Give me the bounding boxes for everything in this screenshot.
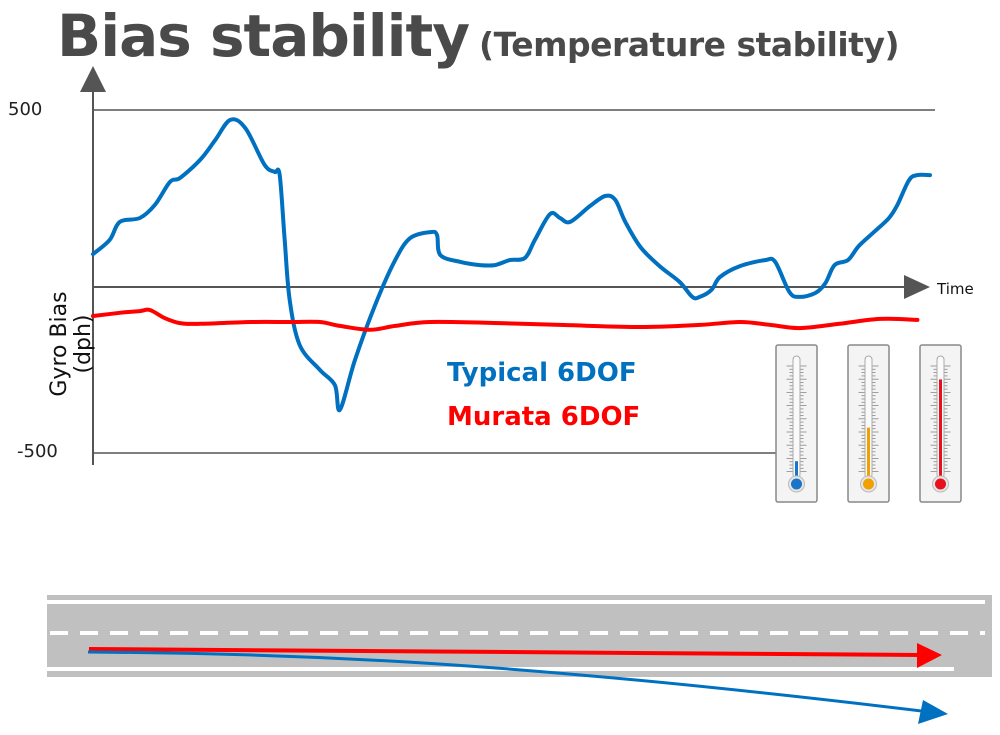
chart-axes — [80, 66, 935, 465]
road-illustration — [47, 595, 992, 724]
thermometer-group — [775, 344, 962, 503]
ytick-500: 500 — [8, 99, 43, 120]
y-axis-label: Gyro Bias (dph) — [47, 244, 96, 444]
legend-typical-6dof: Typical 6DOF — [447, 358, 637, 388]
thermometer-bulb — [863, 478, 874, 490]
typical-path-line — [87, 650, 931, 714]
y-axis-label-line1: Gyro Bias — [47, 291, 72, 397]
thermometer-warm-icon — [847, 344, 890, 503]
series-line-typical-6dof — [91, 117, 932, 413]
thermometer-level — [867, 427, 870, 478]
y-axis-arrow-icon — [80, 66, 106, 92]
title-main: Bias stability — [57, 2, 470, 70]
series-line-murata-6dof — [91, 307, 920, 332]
murata-path-line — [88, 647, 921, 657]
thermometer-bulb — [791, 478, 802, 490]
title-subtitle: (Temperature stability) — [479, 25, 900, 64]
ytick-minus-500: -500 — [17, 441, 58, 462]
legend-murata-6dof: Murata 6DOF — [447, 402, 641, 432]
x-axis-arrow-icon — [904, 275, 930, 299]
thermometer-cold-icon — [775, 344, 818, 503]
thermometer-bulb — [935, 478, 946, 490]
thermometer-level — [795, 461, 798, 478]
slide-title: Bias stability (Temperature stability) — [57, 2, 900, 70]
road-edge-top — [47, 600, 985, 604]
thermometer-level — [939, 379, 942, 478]
road-surface — [47, 595, 992, 677]
thermometer-hot-icon — [919, 344, 962, 503]
x-axis-label: Time — [937, 280, 974, 298]
series-layer — [91, 117, 932, 413]
thermometer-tube — [792, 355, 801, 479]
typical-path-arrow-icon — [918, 700, 948, 724]
y-axis-label-line2: (dph) — [71, 314, 96, 374]
murata-path-arrow-icon — [917, 643, 942, 668]
